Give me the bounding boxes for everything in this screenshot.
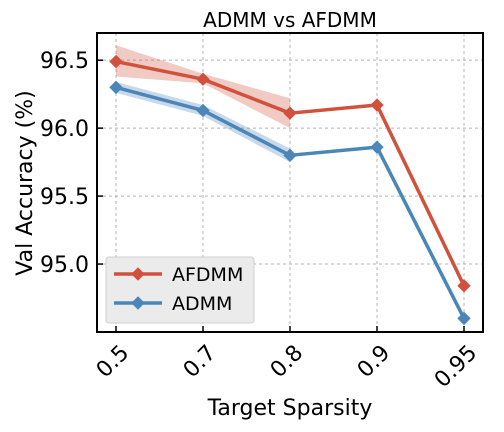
y-axis-label: Val Accuracy (%) [13,90,38,275]
x-axis-ticks: 0.5 0.7 0.8 0.9 0.95 [92,326,482,393]
x-tick-label: 0.95 [430,341,482,393]
x-tick-label: 0.9 [353,341,395,383]
admm-marker [370,140,384,154]
chart-title: ADMM vs AFDMM [203,8,377,32]
x-tick-label: 0.7 [179,341,221,383]
afdmm-marker [109,54,123,69]
admm-marker [283,148,297,163]
confidence-bands [116,45,290,163]
legend-items: AFDMM ADMM [114,264,243,315]
y-tick-label: 96.0 [40,117,89,142]
legend-label-afdmm: AFDMM [172,264,243,286]
legend-marker-afdmm [131,267,145,281]
legend: AFDMM ADMM [105,256,255,324]
afdmm-marker [196,72,210,86]
x-axis-label: Target Sparsity [207,396,373,421]
admm-marker [109,80,123,95]
admm-marker [457,311,471,326]
afdmm-band [116,45,290,129]
legend-label-admm: ADMM [172,293,232,315]
afdmm-marker [370,98,384,112]
y-axis-ticks: 95.0 95.5 96.0 96.5 [40,49,103,278]
y-tick-label: 95.0 [40,253,89,278]
series-markers [109,54,471,326]
legend-marker-admm [131,296,145,310]
afdmm-marker [457,279,471,293]
x-tick-label: 0.8 [266,341,308,383]
afdmm-marker [283,106,297,120]
admm-band [116,81,290,163]
y-tick-label: 95.5 [40,185,89,210]
x-tick-label: 0.5 [92,341,134,383]
admm-marker [196,103,210,118]
y-tick-label: 96.5 [40,49,89,74]
